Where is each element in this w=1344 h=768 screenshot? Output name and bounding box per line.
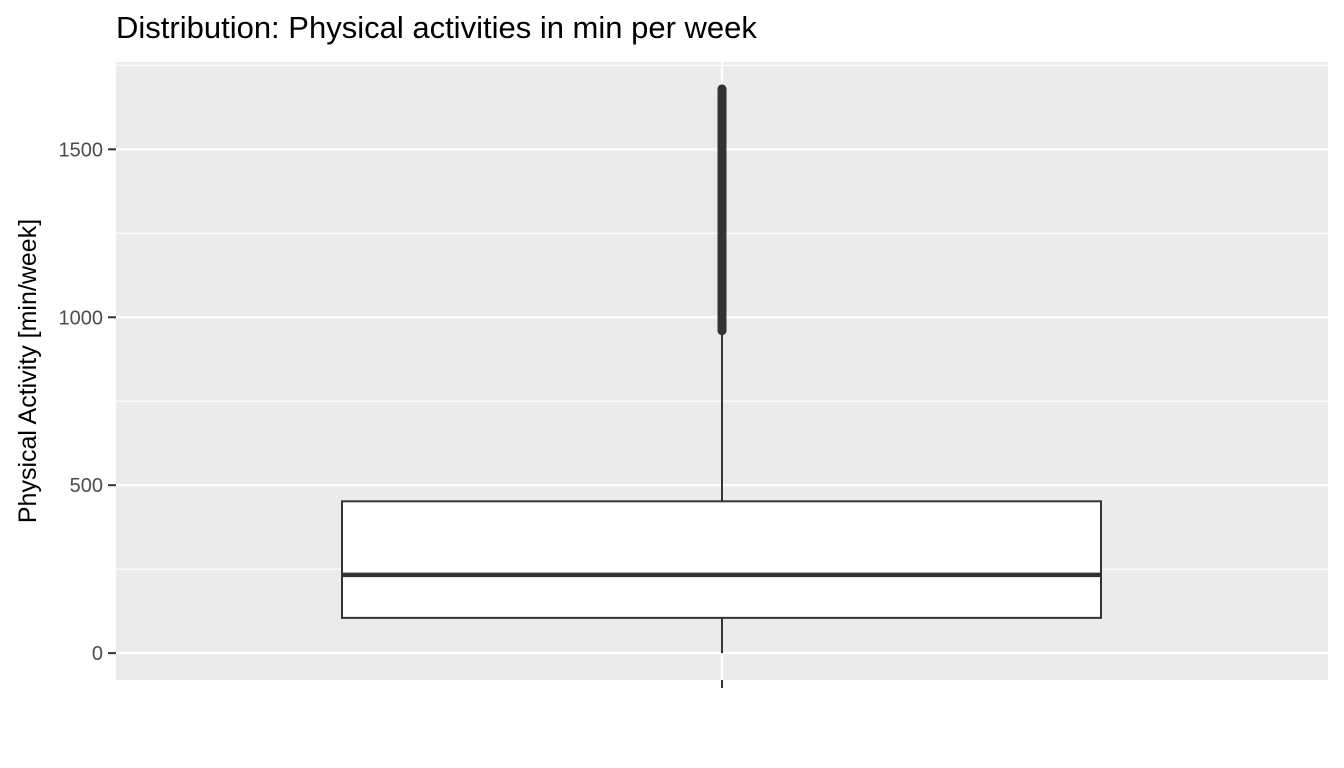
chart-title: Distribution: Physical activities in min… [116,10,757,45]
y-tick-label: 1500 [59,139,104,161]
y-tick-label: 0 [92,643,103,665]
y-tick-label: 500 [70,475,103,497]
y-tick-label: 1000 [59,307,104,329]
y-axis-title: Physical Activity [min/week] [14,219,42,523]
iqr-box [341,500,1102,619]
boxplot [341,84,1102,654]
y-axis: 0 500 1000 1500 [59,139,116,665]
